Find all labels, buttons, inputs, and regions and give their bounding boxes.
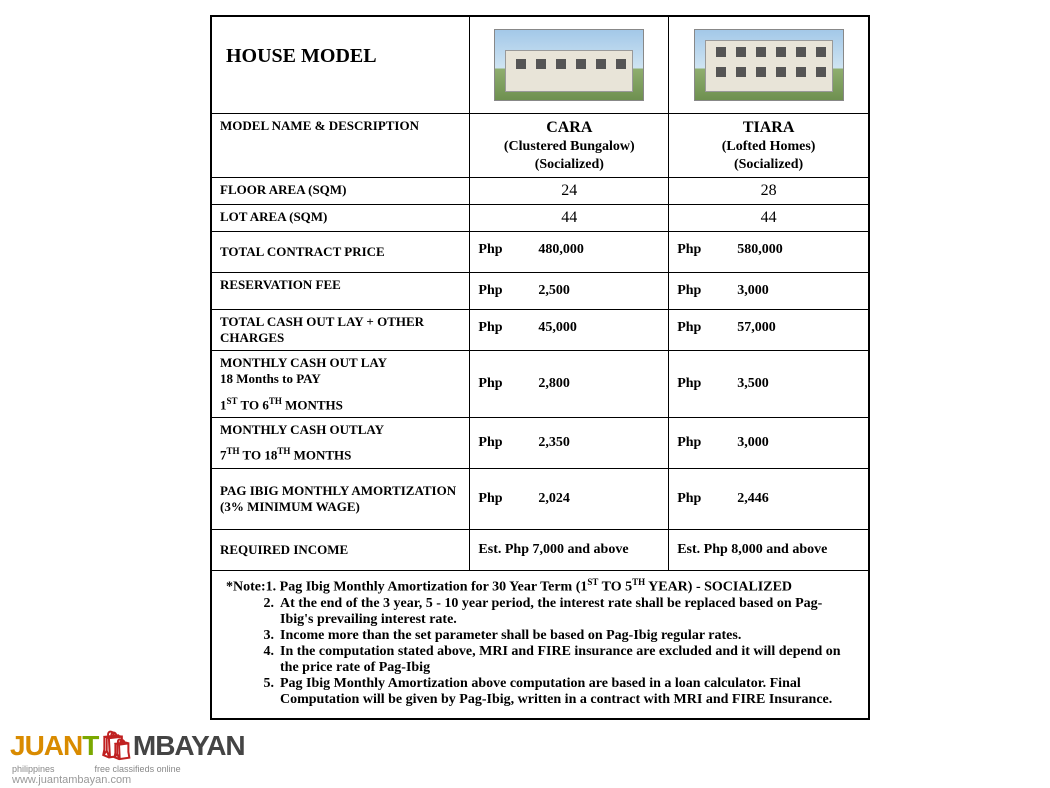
tiara-type: (Lofted Homes) [677,138,860,156]
pagibig-cara: Php2,024 [470,469,669,530]
floor-area-cara: 24 [470,178,669,204]
lot-area-label: LOT AREA (SQM) [212,205,470,231]
reservation-row: RESERVATION FEE Php2,500 Php3,000 [212,272,868,309]
tcp-row: TOTAL CONTRACT PRICE Php480,000 Php580,0… [212,231,868,272]
title-cell: HOUSE MODEL [212,17,470,113]
note-2: 2. At the end of the 3 year, 5 - 10 year… [226,596,854,628]
monthly2-cara: Php2,350 [470,418,669,468]
cara-house-image [494,29,644,101]
header-row: HOUSE MODEL [212,17,868,113]
watermark-logo: JUANT🛍MBAYAN [10,729,245,762]
income-tiara: Est. Php 8,000 and above [669,530,868,570]
pagibig-tiara: Php2,446 [669,469,868,530]
note-3: 3. Income more than the set parameter sh… [226,628,854,644]
tcp-label: TOTAL CONTRACT PRICE [212,232,470,272]
tiara-description: TIARA (Lofted Homes) (Socialized) [669,114,868,177]
page-title: HOUSE MODEL [226,45,455,68]
cashout-row: TOTAL CASH OUT LAY + OTHER CHARGES Php45… [212,309,868,350]
monthly1-cara: Php2,800 [470,351,669,417]
model-image-tiara [669,17,868,113]
cashout-label: TOTAL CASH OUT LAY + OTHER CHARGES [212,310,470,350]
monthly1-row: MONTHLY CASH OUT LAY 18 Months to PAY 1S… [212,350,868,417]
tiara-house-image [694,29,844,101]
pricing-table: HOUSE MODEL [210,15,870,720]
income-label: REQUIRED INCOME [212,530,470,570]
watermark-tagline: philippines free classifieds online [12,764,181,774]
note-5: 5. Pag Ibig Monthly Amortization above c… [226,676,854,708]
tiara-name: TIARA [677,118,860,138]
cashout-cara: Php45,000 [470,310,669,350]
model-image-cara [470,17,669,113]
monthly1-tiara: Php3,500 [669,351,868,417]
lot-area-tiara: 44 [669,205,868,231]
tiara-category: (Socialized) [677,156,860,174]
reservation-tiara: Php3,000 [669,273,868,309]
note-4: 4. In the computation stated above, MRI … [226,644,854,676]
monthly2-row: MONTHLY CASH OUTLAY 7TH TO 18TH MONTHS P… [212,417,868,468]
monthly1-label: MONTHLY CASH OUT LAY 18 Months to PAY 1S… [212,351,470,417]
reservation-cara: Php2,500 [470,273,669,309]
model-name-row: MODEL NAME & DESCRIPTION CARA (Clustered… [212,113,868,177]
cara-category: (Socialized) [478,156,660,174]
floor-area-tiara: 28 [669,178,868,204]
tcp-tiara: Php580,000 [669,232,868,272]
income-row: REQUIRED INCOME Est. Php 7,000 and above… [212,529,868,570]
cara-description: CARA (Clustered Bungalow) (Socialized) [470,114,669,177]
floor-area-row: FLOOR AREA (SQM) 24 28 [212,177,868,204]
cara-type: (Clustered Bungalow) [478,138,660,156]
monthly2-label: MONTHLY CASH OUTLAY 7TH TO 18TH MONTHS [212,418,470,468]
lot-area-cara: 44 [470,205,669,231]
pagibig-label: PAG IBIG MONTHLY AMORTIZATION (3% MINIMU… [212,469,470,530]
reservation-label: RESERVATION FEE [212,273,470,309]
notes-section: *Note:1. Pag Ibig Monthly Amortization f… [212,570,868,718]
cara-name: CARA [478,118,660,138]
pagibig-row: PAG IBIG MONTHLY AMORTIZATION (3% MINIMU… [212,468,868,530]
monthly2-tiara: Php3,000 [669,418,868,468]
tcp-cara: Php480,000 [470,232,669,272]
lot-area-row: LOT AREA (SQM) 44 44 [212,204,868,231]
watermark-url: www.juantambayan.com [12,774,131,786]
cashout-tiara: Php57,000 [669,310,868,350]
income-cara: Est. Php 7,000 and above [470,530,669,570]
note-1: *Note:1. Pag Ibig Monthly Amortization f… [226,577,854,596]
model-desc-label: MODEL NAME & DESCRIPTION [212,114,470,177]
floor-area-label: FLOOR AREA (SQM) [212,178,470,204]
